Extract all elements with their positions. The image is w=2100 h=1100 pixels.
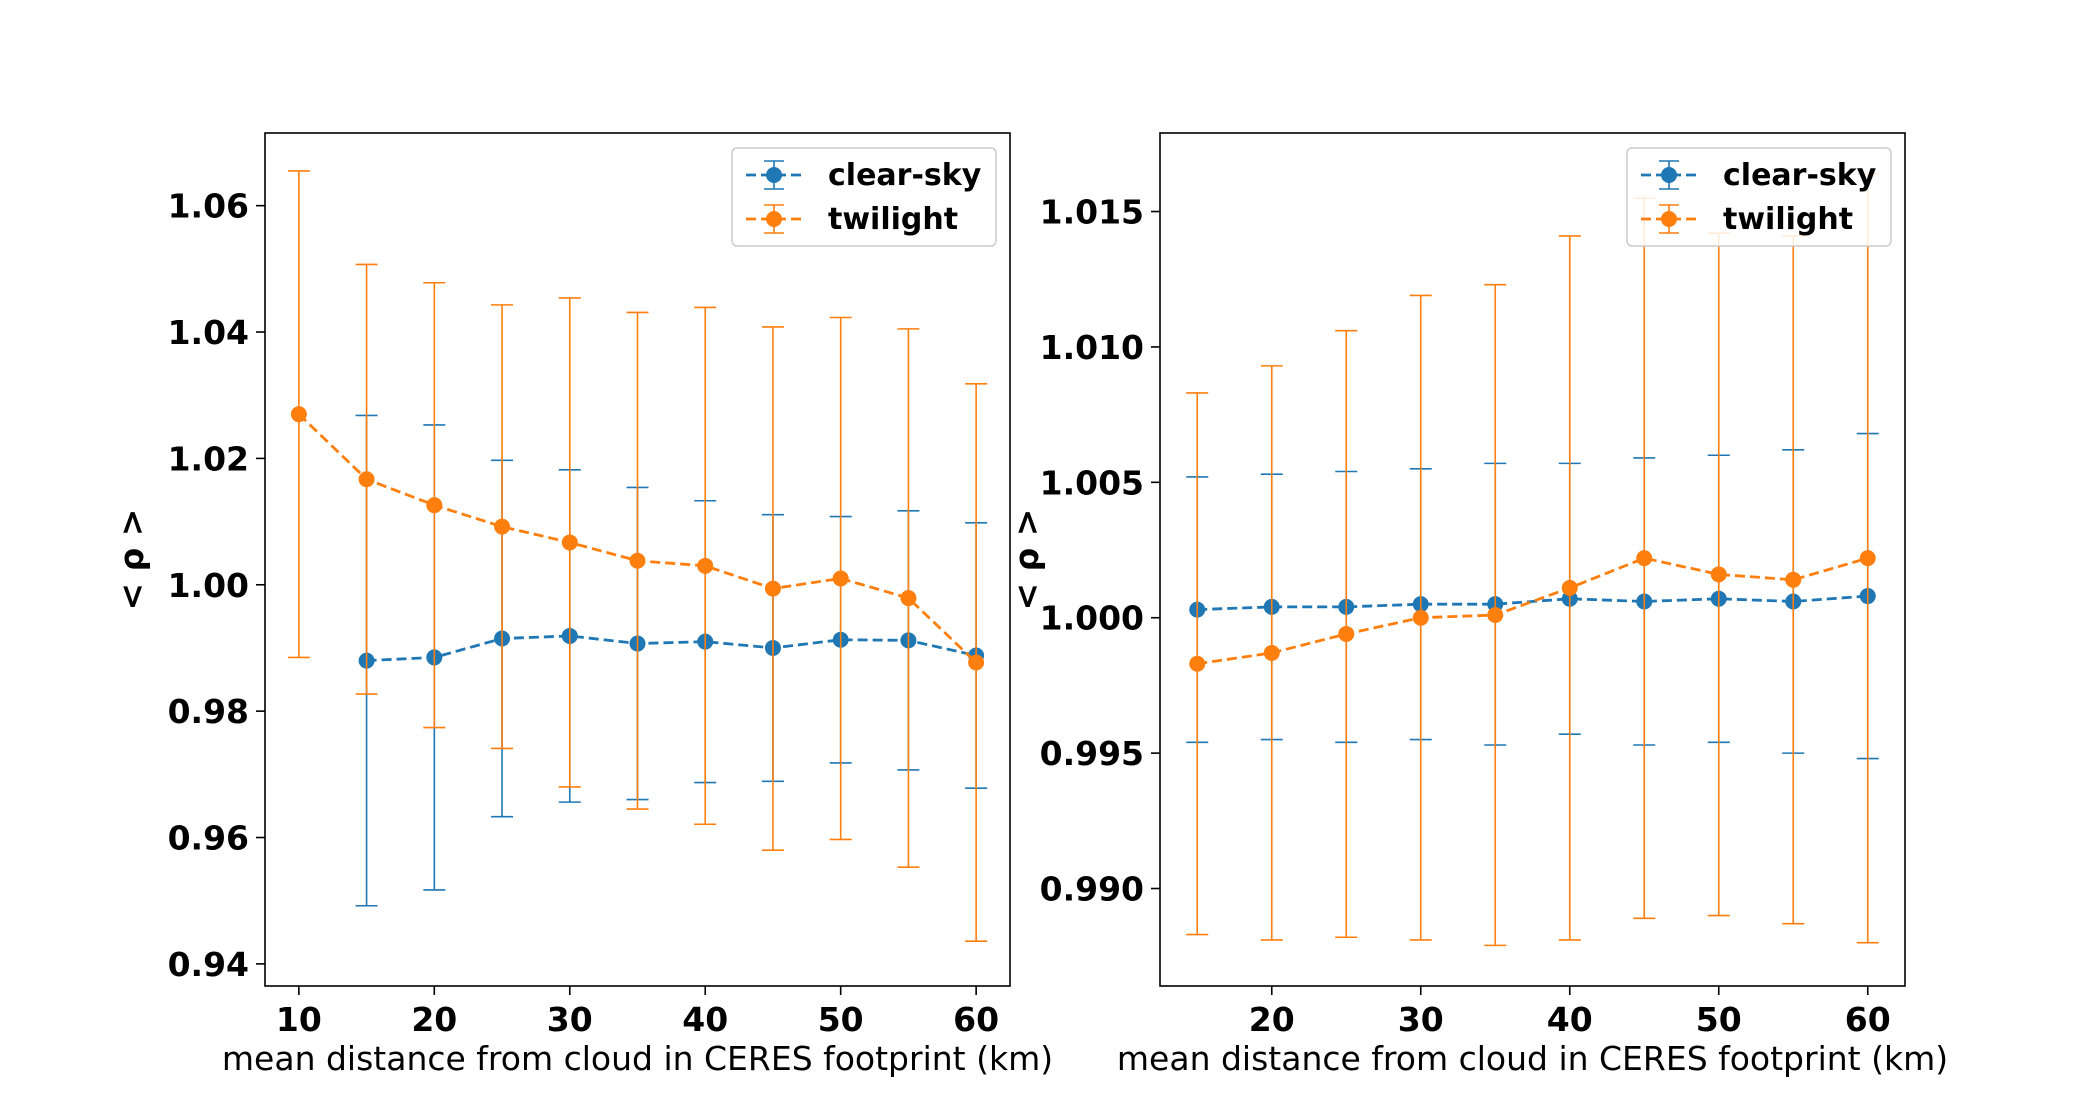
data-point [629,552,646,569]
x-tick-label: 20 [411,1000,457,1039]
x-axis-label: mean distance from cloud in CERES footpr… [222,1039,1053,1078]
data-point [1487,607,1504,624]
x-tick-label: 40 [682,1000,728,1039]
data-point [1785,571,1802,588]
data-point [1263,644,1280,661]
data-point [426,497,443,514]
y-axis-label: < ρ > [1007,509,1046,611]
x-tick-label: 40 [1547,1000,1593,1039]
x-tick-label: 60 [953,1000,999,1039]
y-tick-label: 1.02 [168,439,249,478]
data-point [290,406,307,423]
y-tick-label: 1.010 [1040,328,1144,367]
data-point [764,580,781,597]
legend-label: twilight [828,202,958,237]
series-twilight [1186,172,1879,947]
y-tick-label: 0.98 [168,692,249,731]
legend: clear-sky twilight [1626,147,1892,247]
series-clear_sky [355,414,988,907]
legend-box [1626,147,1892,247]
y-tick-label: 1.04 [168,313,249,352]
legend-marker [1661,211,1677,227]
x-axis-label: mean distance from cloud in CERES footpr… [1117,1039,1948,1078]
data-point [968,654,985,671]
data-point [832,570,849,587]
legend-label: twilight [1723,202,1853,237]
x-tick-label: 20 [1249,1000,1295,1039]
y-tick-label: 1.000 [1040,599,1144,638]
series-line [1197,594,1868,611]
y-tick-label: 1.06 [168,187,249,226]
data-point [1710,566,1727,583]
axes-frame [1159,132,1906,987]
series-line [366,634,977,662]
x-tick-label: 60 [1845,1000,1891,1039]
right-chart-panel: 20 30 40 50 60 0.990 0.995 1.000 1.005 1.010 1.015… [1007,132,1948,1078]
x-tick-label: 10 [276,1000,322,1039]
x-tick-label: 50 [1696,1000,1742,1039]
legend: clear-sky twilight [731,147,997,247]
y-tick-label: 1.00 [168,566,249,605]
y-tick-label: 0.990 [1040,870,1144,909]
legend-marker [766,211,782,227]
data-point [561,534,578,551]
data-point [1636,550,1653,567]
x-tick-label: 50 [818,1000,864,1039]
y-tick-label: 1.005 [1040,463,1144,502]
y-tick-label: 0.96 [168,819,249,858]
data-point [1189,655,1206,672]
x-tick-label: 30 [547,1000,593,1039]
legend-marker [766,167,782,183]
legend-box [731,147,997,247]
legend-label: clear-sky [828,158,982,193]
data-point [1859,550,1876,567]
x-tick-label: 30 [1398,1000,1444,1039]
data-point [697,557,714,574]
y-tick-label: 1.015 [1040,193,1144,232]
left-chart-panel: 10 20 30 40 50 60 0.94 0.96 0.98 1.00 1.02 1.04 1.06… [112,132,1053,1078]
axes-frame [264,132,1011,987]
legend-label: clear-sky [1723,158,1877,193]
series-clear_sky [1186,432,1879,760]
y-tick-label: 0.995 [1040,734,1144,773]
data-point [494,518,511,535]
data-point [358,471,375,488]
series-line [1197,556,1869,666]
data-point [1561,579,1578,596]
data-point [1412,609,1429,626]
series-twilight [287,170,988,942]
data-point [900,590,917,607]
data-point [1338,625,1355,642]
y-axis-label: < ρ > [112,509,151,611]
legend-marker [1661,167,1677,183]
y-tick-label: 0.94 [168,945,249,984]
